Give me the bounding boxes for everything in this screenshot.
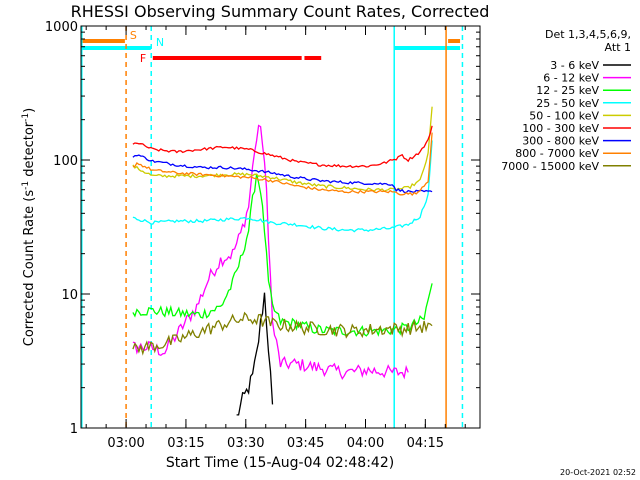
footer-timestamp: 20-Oct-2021 02:52 bbox=[560, 468, 636, 477]
series-line-12-25-kev bbox=[132, 173, 433, 337]
flag-label-s: S bbox=[130, 29, 137, 42]
legend-label-50-100-kev: 50 - 100 keV bbox=[529, 109, 599, 122]
legend-header-detectors: Det 1,3,4,5,6,9, bbox=[545, 28, 631, 41]
plot-frame bbox=[80, 25, 481, 429]
series-line-800-7000-kev bbox=[132, 132, 433, 196]
x-tick-label-03-30: 03:30 bbox=[227, 436, 264, 451]
x-tick-label-03-45: 03:45 bbox=[287, 436, 324, 451]
series-line-3-6-kev bbox=[236, 292, 274, 416]
series-line-50-100-kev bbox=[132, 106, 433, 193]
y-tick-label-10: 10 bbox=[61, 288, 78, 303]
x-tick-label-04-00: 04:00 bbox=[347, 436, 384, 451]
y-axis-label-end: ) bbox=[22, 108, 37, 113]
legend-label-6-12-kev: 6 - 12 keV bbox=[543, 72, 599, 85]
chart-title: RHESSI Observing Summary Count Rates, Co… bbox=[71, 2, 490, 21]
y-axis-label-mid: detector bbox=[22, 121, 37, 181]
y-axis-label-sup1: -1 bbox=[21, 181, 31, 190]
y-tick-label-100: 100 bbox=[53, 154, 78, 169]
series-line-100-300-kev bbox=[132, 125, 433, 169]
series-line-6-12-kev bbox=[132, 124, 409, 381]
legend-label-7000-15000-kev: 7000 - 15000 keV bbox=[501, 160, 599, 173]
legend-label-25-50-kev: 25 - 50 keV bbox=[536, 97, 599, 110]
x-tick-label-03-15: 03:15 bbox=[167, 436, 204, 451]
axes: 03:00 03:15 03:30 03:45 04:00 04:15 1 10 100 1000 bbox=[45, 20, 480, 451]
series-line-25-50-kev bbox=[132, 140, 433, 233]
y-axis-label-sup2: -1 bbox=[21, 113, 31, 122]
series-line-300-800-kev bbox=[132, 154, 433, 194]
flag-label-f: F bbox=[140, 52, 146, 65]
flag-bars: S NF bbox=[81, 29, 461, 65]
y-axis-label: Corrected Count Rate (s-1 detector-1) bbox=[21, 108, 37, 346]
legend-label-100-300-kev: 100 - 300 keV bbox=[522, 122, 599, 135]
y-axis-label-main: Corrected Count Rate (s bbox=[22, 190, 37, 347]
legend-label-800-7000-kev: 800 - 7000 keV bbox=[515, 147, 599, 160]
x-axis-label: Start Time (15-Aug-04 02:48:42) bbox=[166, 455, 394, 471]
y-tick-label-1000: 1000 bbox=[45, 20, 78, 35]
legend-label-12-25-kev: 12 - 25 keV bbox=[536, 84, 599, 97]
flag-label-n: N bbox=[156, 36, 164, 49]
x-tick-label-04-15: 04:15 bbox=[407, 436, 444, 451]
series-line-7000-15000-kev bbox=[132, 311, 433, 356]
x-tick-label-03-00: 03:00 bbox=[107, 436, 144, 451]
legend-label-300-800-kev: 300 - 800 keV bbox=[522, 135, 599, 148]
series-lines bbox=[132, 106, 433, 416]
event-lines bbox=[81, 26, 464, 428]
y-tick-label-1: 1 bbox=[70, 422, 78, 437]
legend-label-3-6-kev: 3 - 6 keV bbox=[550, 59, 599, 72]
legend-header-attenuator: Att 1 bbox=[605, 41, 631, 54]
